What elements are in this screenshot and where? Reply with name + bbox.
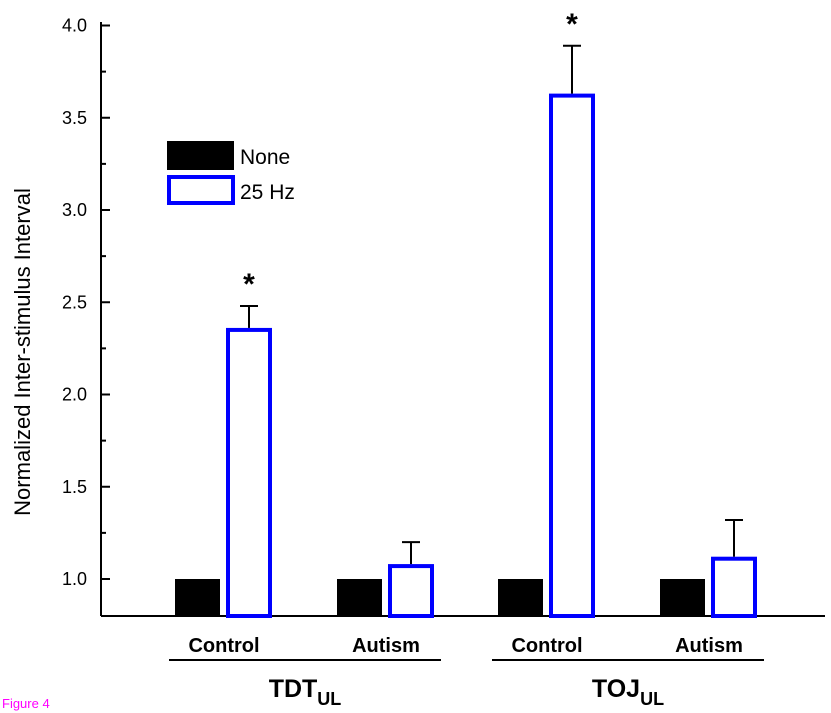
group-label: TDTUL — [269, 675, 342, 709]
y-tick-label: 2.5 — [62, 292, 87, 312]
y-tick-label: 2.0 — [62, 385, 87, 405]
x-category-label: Control — [511, 635, 582, 657]
bar-none — [660, 579, 705, 616]
y-axis-label: Normalized Inter-stimulus Interval — [10, 188, 35, 516]
legend: None 25 Hz — [167, 141, 295, 205]
y-tick-label: 1.0 — [62, 569, 87, 589]
bar-none — [175, 579, 220, 616]
significance-star: * — [243, 268, 255, 301]
bar-none — [337, 579, 382, 616]
bar-25hz — [388, 564, 434, 619]
y-tick-label: 4.0 — [62, 16, 87, 36]
y-tick-label: 3.0 — [62, 200, 87, 220]
group-label-subscript: UL — [640, 689, 664, 709]
x-category-label: Autism — [352, 635, 420, 657]
y-tick-label: 1.5 — [62, 477, 87, 497]
bar-25hz — [711, 556, 757, 619]
legend-label-none: None — [240, 146, 290, 169]
bar-25hz — [226, 327, 272, 618]
axes: 1.0 1.5 2.0 2.5 3.0 3.5 4.0 — [62, 16, 825, 617]
x-category-label: Autism — [675, 635, 743, 657]
group-label-name: TOJ — [592, 675, 640, 703]
legend-swatch-none — [167, 141, 234, 170]
group-label: TOJUL — [592, 675, 664, 709]
bar-none — [498, 579, 543, 616]
figure-caption: Figure 4 — [2, 696, 50, 711]
bars — [175, 44, 757, 619]
x-category-label: Control — [188, 635, 259, 657]
group-label-name: TDT — [269, 675, 318, 703]
group-label-subscript: UL — [317, 689, 341, 709]
legend-swatch-25hz — [167, 175, 235, 205]
y-tick-label: 3.5 — [62, 108, 87, 128]
significance-star: * — [566, 8, 578, 41]
legend-label-25hz: 25 Hz — [240, 181, 295, 204]
bar-25hz — [549, 93, 595, 619]
